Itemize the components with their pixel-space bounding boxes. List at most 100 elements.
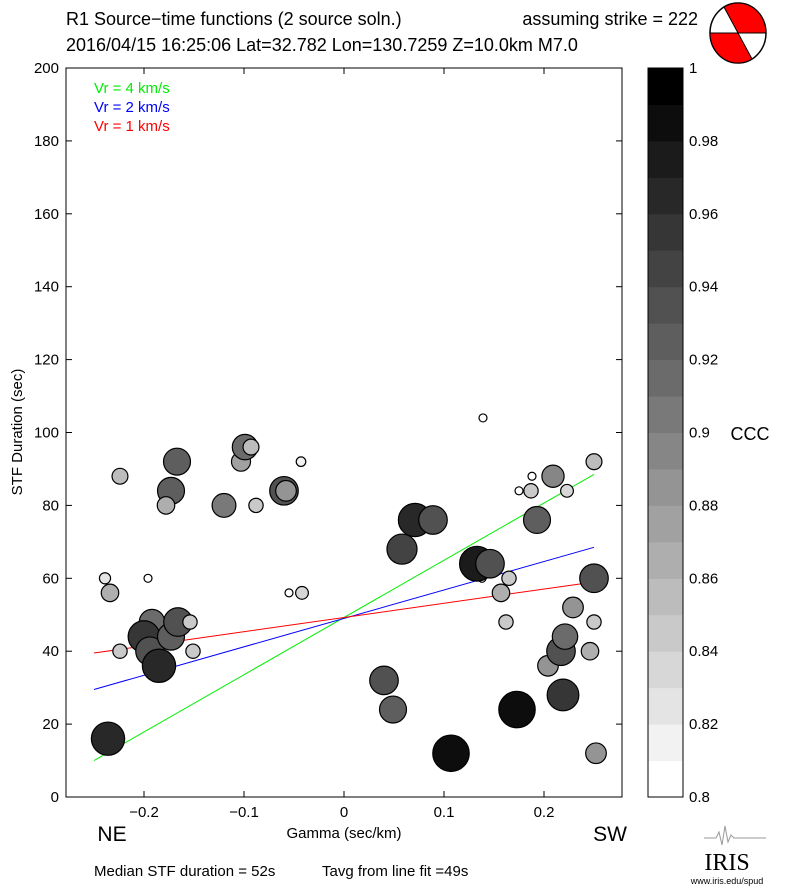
- iris-logo: IRIS www.iris.edu/spud: [690, 825, 766, 886]
- data-point: [111, 467, 129, 485]
- data-point: [546, 678, 580, 712]
- data-point: [491, 583, 511, 603]
- data-point: [242, 438, 260, 456]
- colorbar-tick-label: 0.84: [689, 643, 718, 660]
- data-point: [586, 614, 602, 630]
- strike-label: assuming strike = 222: [522, 9, 698, 29]
- data-point: [162, 447, 192, 476]
- colorbar-tick-label: 0.98: [689, 133, 718, 150]
- colorbar-tick-label: 0.9: [689, 425, 710, 442]
- data-point: [143, 573, 153, 583]
- y-tick-label: 40: [42, 643, 59, 660]
- colorbar-tick-label: 0.96: [689, 206, 718, 223]
- data-point: [248, 497, 264, 514]
- colorbar-tick-label: 0.82: [689, 716, 718, 733]
- data-point: [551, 623, 579, 650]
- data-point: [585, 742, 607, 765]
- data-point: [275, 479, 297, 502]
- data-point: [418, 505, 448, 535]
- colorbar-swatch: [648, 578, 683, 616]
- data-point: [560, 483, 574, 498]
- colorbar-swatch: [648, 687, 683, 725]
- data-point: [284, 588, 294, 598]
- plot-area: −0.2 −0.1 0 0.1 0.2 0 20 40 60 80 100 120 140 160 180 2…: [34, 60, 718, 821]
- colorbar-swatch: [648, 286, 683, 324]
- data-point: [475, 548, 505, 579]
- data-point: [498, 614, 514, 630]
- data-point: [386, 533, 418, 565]
- y-tick-label: 0: [51, 789, 59, 806]
- y-tick-label: 20: [42, 716, 59, 733]
- direction-ne: NE: [97, 823, 126, 846]
- data-point: [211, 492, 237, 518]
- data-point: [522, 505, 552, 535]
- colorbar-swatch: [648, 505, 683, 543]
- data-point: [378, 695, 408, 724]
- data-point: [514, 486, 524, 496]
- colorbar-tick-label: 1: [689, 60, 697, 77]
- data-point: [98, 572, 112, 585]
- colorbar-tick-label: 0.86: [689, 570, 718, 587]
- colorbar-swatch: [648, 213, 683, 251]
- plot-frame: [65, 67, 623, 798]
- data-point: [185, 643, 201, 659]
- data-point: [478, 413, 488, 423]
- y-tick-label: 120: [34, 352, 59, 369]
- tavg-line-fit: Tavg from line fit =49s: [322, 863, 468, 880]
- colorbar-tick-label: 0.94: [689, 279, 718, 296]
- data-point: [182, 614, 198, 630]
- x-axis-label: Gamma (sec/km): [286, 825, 401, 842]
- data-point: [580, 641, 600, 661]
- data-point: [585, 453, 603, 471]
- colorbar-swatch: [648, 323, 683, 361]
- x-tick-label: −0.2: [129, 804, 159, 821]
- svg-text:IRIS: IRIS: [704, 850, 749, 876]
- colorbar-swatch: [648, 760, 683, 798]
- chart-title: R1 Source−time functions (2 source soln.…: [66, 9, 402, 29]
- colorbar-label: CCC: [731, 424, 770, 444]
- data-point: [90, 721, 126, 756]
- y-tick-label: 140: [34, 279, 59, 296]
- colorbar-swatch: [648, 104, 683, 142]
- colorbar-swatch: [648, 614, 683, 652]
- y-axis-label: STF Duration (sec): [9, 369, 26, 496]
- colorbar-tick-label: 0.8: [689, 789, 710, 806]
- y-tick-label: 200: [34, 60, 59, 77]
- colorbar-swatch: [648, 651, 683, 689]
- colorbar-swatch: [648, 468, 683, 506]
- y-tick-label: 80: [42, 497, 59, 514]
- data-point: [295, 456, 307, 468]
- colorbar-swatch: [648, 541, 683, 579]
- colorbar-swatch: [648, 177, 683, 215]
- colorbar-swatch: [648, 140, 683, 178]
- y-tick-label: 180: [34, 133, 59, 150]
- x-tick-label: 0.2: [534, 804, 555, 821]
- data-point: [369, 665, 399, 696]
- colorbar-swatch: [648, 68, 683, 105]
- legend-vr2: Vr = 2 km/s: [94, 99, 170, 116]
- data-point: [498, 690, 536, 729]
- y-tick-label: 160: [34, 206, 59, 223]
- legend-vr1: Vr = 1 km/s: [94, 118, 170, 135]
- data-point: [100, 583, 120, 603]
- beachball-icon: [709, 2, 767, 64]
- colorbar-swatch: [648, 432, 683, 470]
- svg-text:www.iris.edu/spud: www.iris.edu/spud: [690, 876, 764, 886]
- direction-sw: SW: [593, 823, 627, 846]
- colorbar-frame: [647, 67, 684, 798]
- data-point: [156, 496, 176, 515]
- y-tick-label: 100: [34, 425, 59, 442]
- colorbar-tick-label: 0.92: [689, 352, 718, 369]
- colorbar-tick-label: 0.88: [689, 497, 718, 514]
- data-point: [579, 563, 609, 594]
- colorbar-swatch: [648, 724, 683, 762]
- legend-vr4: Vr = 4 km/s: [94, 80, 170, 97]
- data-point: [432, 734, 470, 773]
- median-duration: Median STF duration = 52s: [94, 863, 275, 880]
- y-tick-label: 60: [42, 570, 59, 587]
- event-info: 2016/04/15 16:25:06 Lat=32.782 Lon=130.7…: [66, 35, 578, 55]
- colorbar-swatch: [648, 396, 683, 433]
- data-point: [541, 464, 565, 488]
- data-point: [527, 471, 537, 481]
